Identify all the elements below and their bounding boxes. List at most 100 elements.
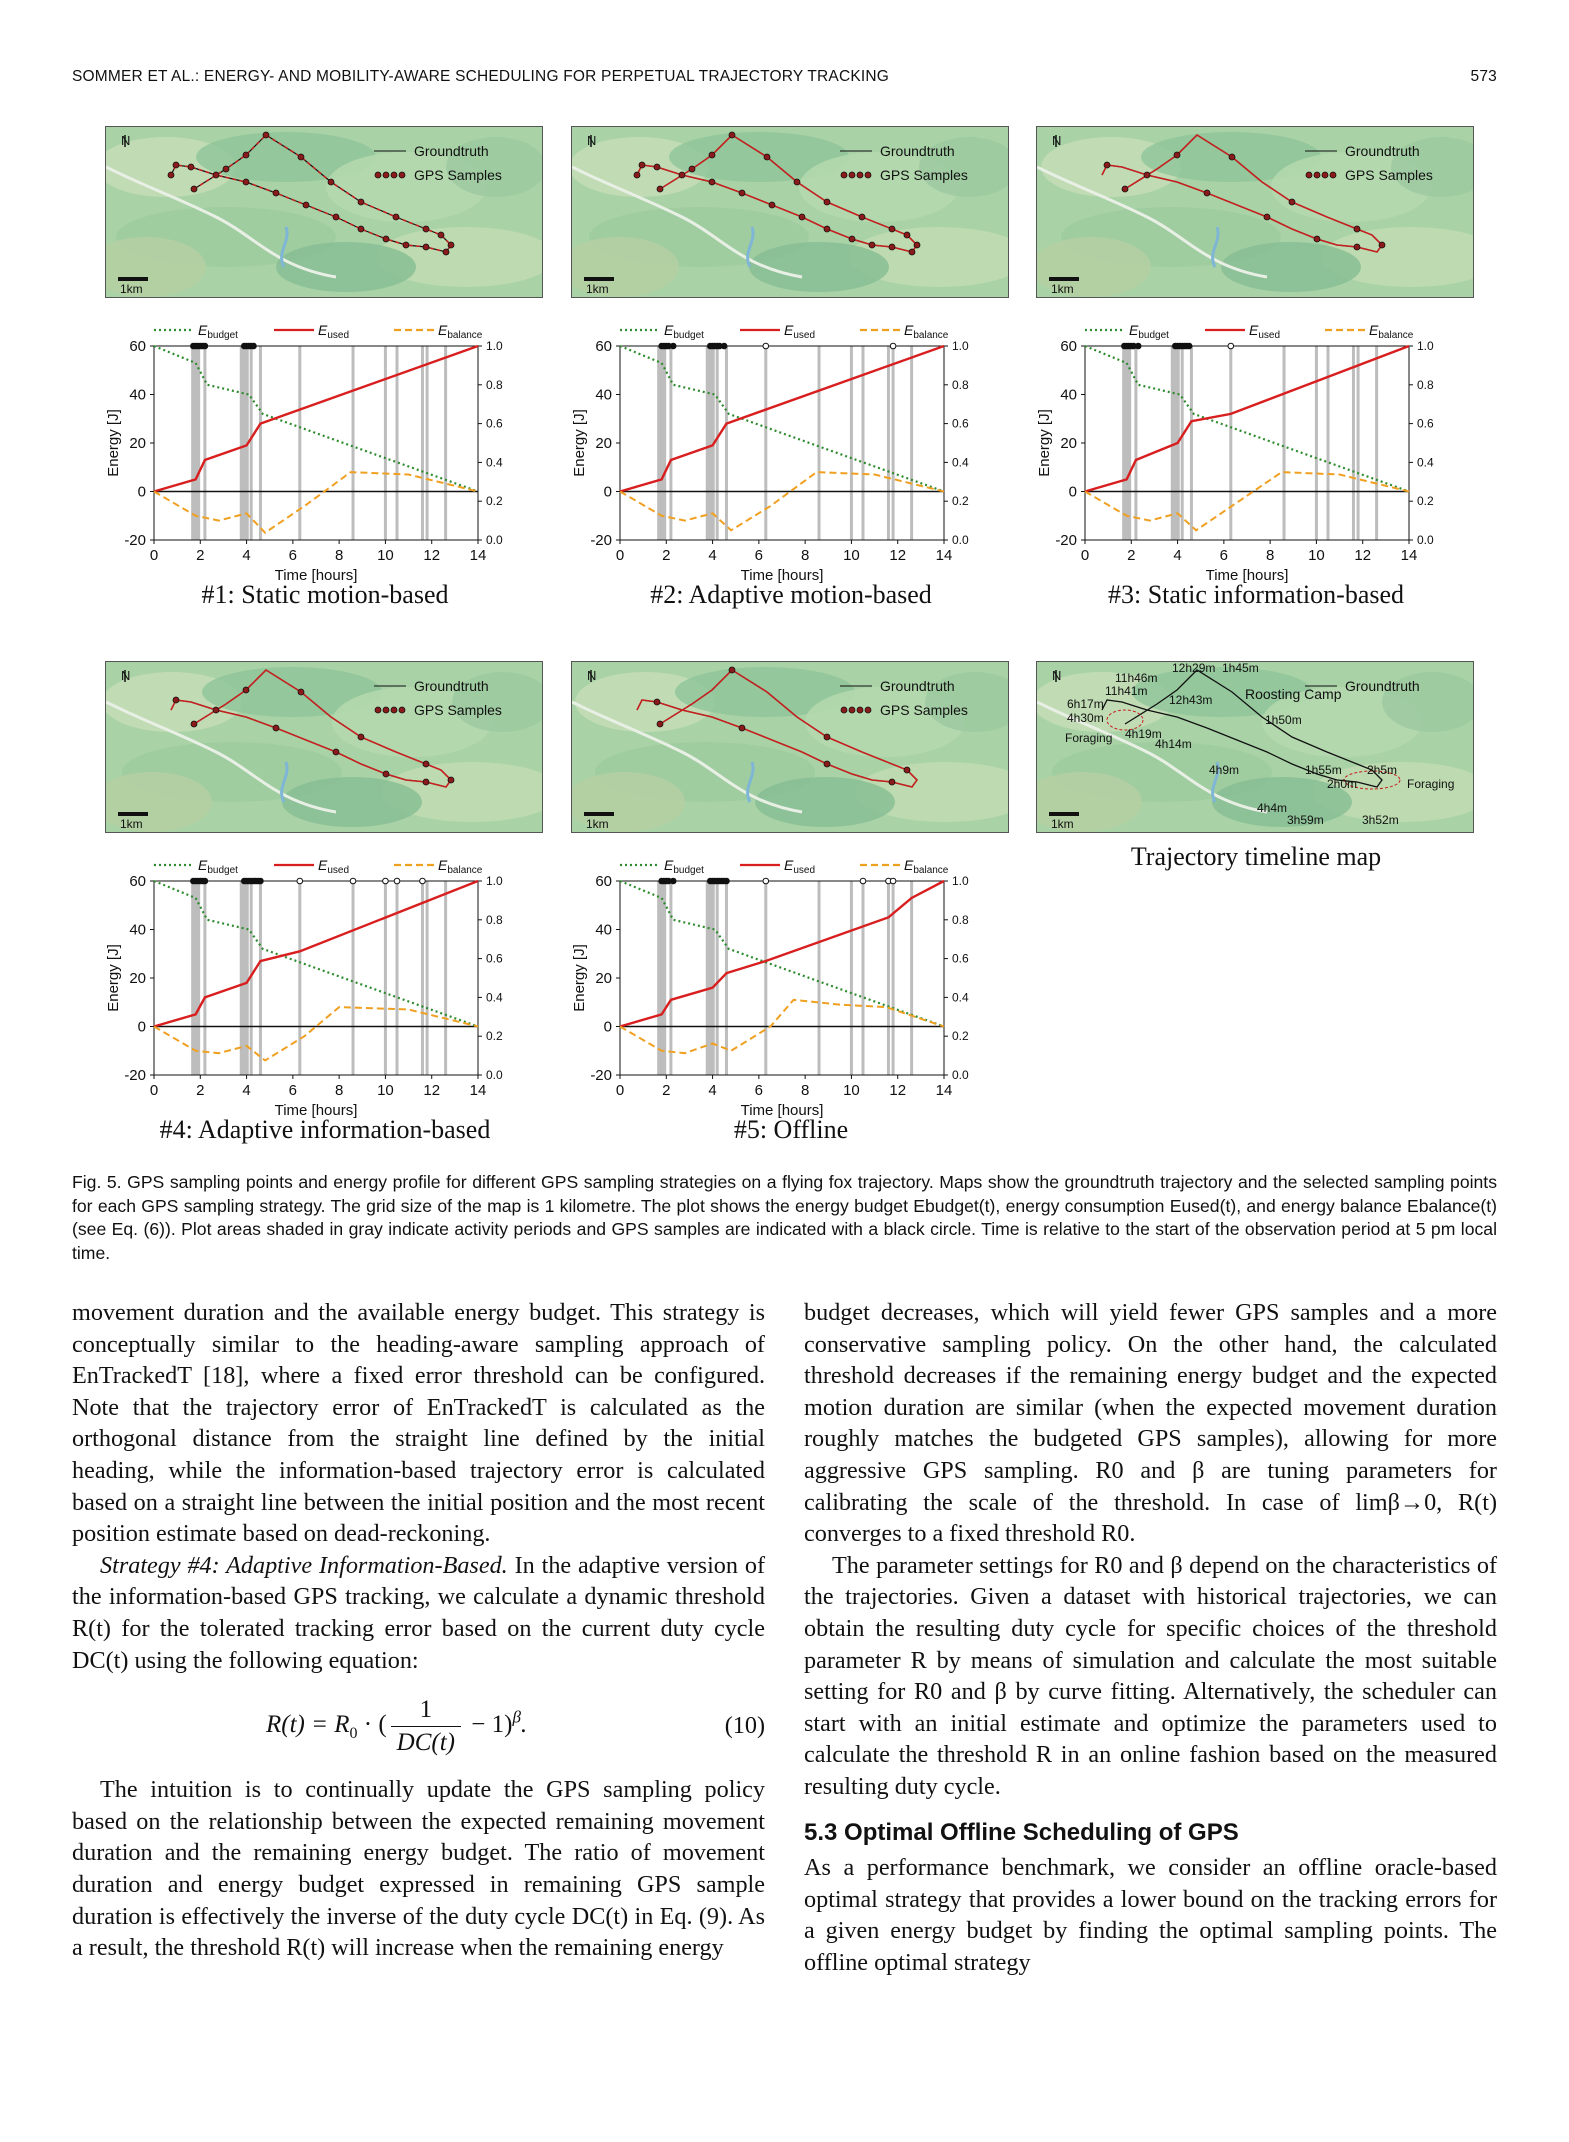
timeline-label: 1h45m: [1222, 662, 1259, 675]
x-tick-label: 12: [423, 1082, 440, 1099]
gps-sample-point: [823, 733, 831, 741]
gps-sample-point: [653, 163, 661, 171]
y-tick-label: 60: [1060, 338, 1077, 355]
gps-sample-point: [1263, 213, 1271, 221]
activity-period: [258, 346, 262, 540]
gps-sample-point: [382, 770, 390, 778]
activity-period: [910, 881, 914, 1075]
x-tick-label: 14: [470, 547, 487, 564]
series-line-e-budget: [153, 879, 479, 1028]
y-tick-label: 40: [129, 922, 146, 939]
y2-tick-label: 0.2: [952, 494, 969, 508]
gps-sample-point: [437, 231, 445, 239]
y-tick-label: 20: [595, 435, 612, 452]
gps-sample-point: [848, 235, 856, 243]
gps-sample-point: [653, 698, 661, 706]
y2-tick-label: 0.8: [952, 378, 969, 392]
legend-sample-marker: [856, 706, 864, 714]
x-tick-label: 8: [1266, 547, 1274, 564]
activity-period: [444, 881, 448, 1075]
activity-period: [849, 346, 853, 540]
timeline-label: 3h52m: [1362, 813, 1399, 827]
legend-samples-label: GPS Samples: [414, 702, 502, 718]
scale-label: 1km: [1051, 817, 1074, 831]
legend-sample-marker: [864, 171, 872, 179]
plot-frame: [153, 880, 479, 1076]
legend-subscript: used: [327, 330, 349, 341]
gps-sample-point: [190, 720, 198, 728]
gps-sample-marker: [889, 877, 897, 885]
gps-sample-point: [728, 666, 736, 674]
legend-label: Eused: [1249, 322, 1280, 341]
activity-period: [861, 346, 865, 540]
terrain-patch: [376, 227, 542, 287]
gps-sample-point: [222, 165, 230, 173]
gps-sample-point: [1353, 243, 1361, 251]
gps-sample-point: [1313, 235, 1321, 243]
gps-sample-point: [442, 248, 450, 256]
y2-tick-label: 0.8: [486, 913, 503, 927]
y-tick-label: 40: [129, 387, 146, 404]
legend-label: Ebalance: [904, 322, 949, 341]
activity-period: [715, 881, 719, 1075]
terrain-patch: [1271, 152, 1431, 222]
terrain-patch: [202, 667, 382, 717]
legend-sample-marker: [856, 171, 864, 179]
activity-period: [849, 881, 853, 1075]
equation-10: R(t) = R0 · (1 DC(t) − 1)β. (10): [72, 1676, 765, 1774]
gps-sample-point: [357, 225, 365, 233]
legend-samples-label: GPS Samples: [414, 167, 502, 183]
terrain-patch: [282, 777, 422, 827]
activity-period: [420, 881, 424, 1075]
x-tick-label: 4: [708, 1082, 716, 1099]
x-tick-label: 6: [1220, 547, 1228, 564]
legend-label: Ebudget: [198, 322, 238, 341]
legend-samples-label: GPS Samples: [880, 167, 968, 183]
gps-sample-point: [728, 131, 736, 139]
gps-sample-point: [656, 720, 664, 728]
gps-sample-point: [903, 766, 911, 774]
y2-tick-label: 0.8: [952, 913, 969, 927]
river: [106, 700, 337, 814]
y-tick-label: 60: [595, 873, 612, 890]
terrain-patch: [1037, 237, 1151, 297]
gps-sample-point: [212, 706, 220, 714]
legend-subscript: balance: [913, 330, 948, 341]
x-tick-label: 2: [196, 1082, 204, 1099]
scale-bar: [584, 812, 614, 816]
gps-sample-point: [212, 171, 220, 179]
gps-sample-point: [357, 733, 365, 741]
activity-period: [1356, 346, 1360, 540]
activity-period: [258, 881, 262, 1075]
map-panel-3: N1kmGroundtruthGPS Samples: [1036, 126, 1474, 298]
activity-period: [724, 881, 728, 1075]
legend-label: Eused: [318, 322, 349, 341]
panel-caption-5: #5: Offline: [733, 1115, 849, 1144]
terrain-patch: [382, 762, 542, 822]
river: [572, 165, 803, 279]
x-tick-label: 14: [1401, 547, 1418, 564]
y-tick-label: 0: [604, 484, 612, 501]
eq-lhs: R(t) = R: [266, 1710, 350, 1738]
x-tick-label: 8: [335, 1082, 343, 1099]
gps-sample-point: [242, 178, 250, 186]
legend-subscript: budget: [207, 865, 238, 876]
gps-sample-point: [1143, 171, 1151, 179]
terrain-patch: [452, 672, 542, 732]
x-tick-label: 6: [289, 1082, 297, 1099]
y2-tick-label: 0.6: [1417, 417, 1434, 431]
paragraph: budget decreases, which will yield fewer…: [804, 1299, 1497, 1548]
scale-label: 1km: [586, 817, 609, 831]
x-tick-label: 12: [1354, 547, 1371, 564]
x-tick-label: 14: [936, 1082, 953, 1099]
y2-tick-label: 0.0: [486, 1068, 503, 1082]
gps-sample-point: [392, 213, 400, 221]
legend-subscript: budget: [1138, 330, 1169, 341]
y-tick-label: -20: [1055, 532, 1077, 549]
gps-sample-point: [332, 748, 340, 756]
x-tick-label: 10: [1308, 547, 1325, 564]
legend-label: Eused: [784, 322, 815, 341]
activity-period: [669, 346, 673, 540]
gps-sample-point: [422, 760, 430, 768]
